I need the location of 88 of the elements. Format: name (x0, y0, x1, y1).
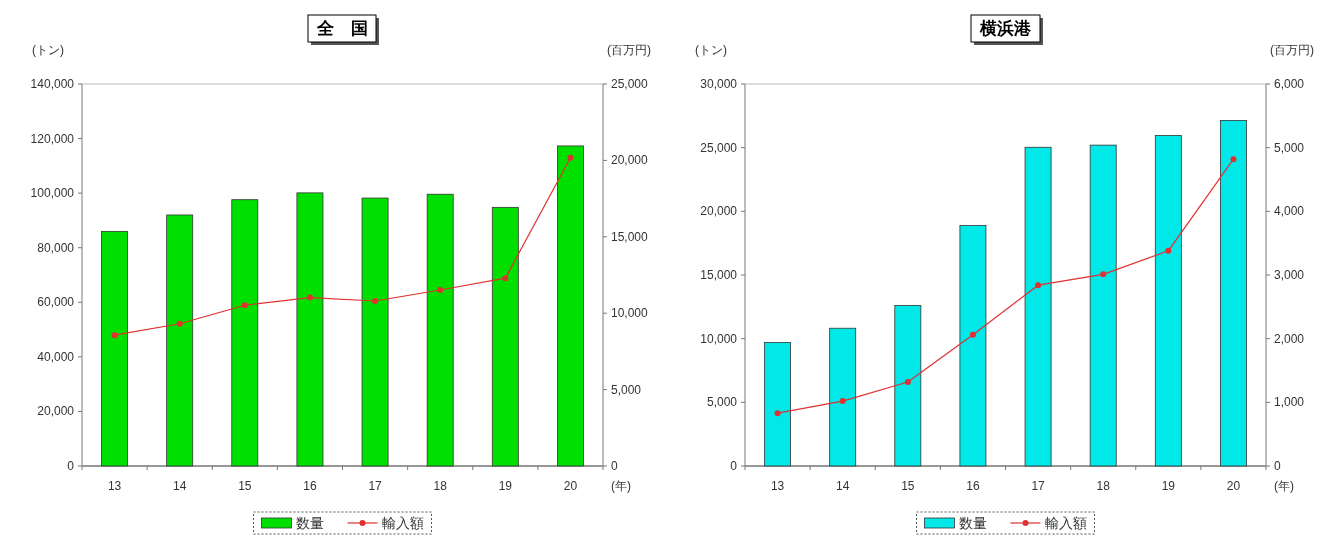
bar (361, 197, 389, 467)
legend-label: 数量 (295, 515, 324, 531)
chart-title: 横浜港 (979, 19, 1032, 38)
bar (1220, 120, 1247, 467)
y-tick-label: 60,000 (37, 295, 75, 310)
point (1230, 156, 1237, 163)
y-tick-label: 10,000 (700, 331, 738, 346)
x-tick-label: 14 (836, 479, 850, 493)
bar (491, 206, 519, 467)
x-tick-label: 13 (770, 479, 785, 493)
x-tick-label: 20 (1226, 479, 1241, 493)
y-tick-label: 140,000 (30, 77, 75, 91)
x-axis-title: (年) (1274, 479, 1294, 493)
y2-tick-label: 6,000 (1274, 77, 1305, 91)
y-tick-label: 30,000 (700, 77, 738, 91)
point (437, 286, 444, 293)
point (567, 154, 574, 161)
y-tick-label: 120,000 (30, 131, 75, 146)
bar (296, 192, 324, 467)
y2-tick-label: 5,000 (611, 382, 642, 397)
chart-title: 全 国 (316, 19, 368, 38)
point (904, 378, 911, 385)
point (111, 332, 118, 339)
legend-label: 輸入額 (381, 515, 424, 531)
legend-label: 輸入額 (1044, 515, 1087, 531)
point (176, 320, 183, 327)
x-tick-label: 14 (173, 479, 187, 493)
bar (426, 193, 454, 467)
y-tick-label: 80,000 (37, 240, 75, 255)
bar (231, 199, 259, 467)
y-axis-title: (トン) (695, 43, 727, 57)
y2-tick-label: 20,000 (611, 153, 649, 168)
y-tick-label: 20,000 (700, 204, 738, 219)
y-tick-label: 20,000 (37, 404, 75, 419)
y-tick-label: 40,000 (37, 349, 75, 364)
point (1100, 271, 1107, 278)
y2-tick-label: 10,000 (611, 306, 649, 321)
bar (829, 327, 857, 467)
x-tick-label: 16 (966, 479, 980, 493)
bar (959, 225, 987, 467)
bar (764, 342, 791, 467)
x-axis-title: (年) (611, 479, 631, 493)
x-tick-label: 15 (901, 479, 915, 493)
y2-tick-label: 0 (1274, 459, 1281, 473)
y-tick-label: 5,000 (706, 395, 738, 410)
y2-axis-title: (百万円) (1270, 43, 1314, 57)
x-tick-label: 18 (433, 479, 448, 493)
y2-tick-label: 0 (611, 459, 618, 473)
x-tick-label: 15 (238, 479, 252, 493)
x-tick-label: 16 (303, 479, 317, 493)
bar (166, 214, 194, 467)
y-tick-label: 0 (67, 459, 75, 473)
bar (101, 230, 128, 467)
y-tick-label: 15,000 (700, 268, 738, 282)
x-tick-label: 19 (498, 479, 513, 493)
point (969, 331, 976, 338)
x-tick-label: 17 (1031, 479, 1046, 493)
point (502, 275, 509, 282)
x-tick-label: 19 (1161, 479, 1176, 493)
x-tick-label: 18 (1096, 479, 1111, 493)
y2-tick-label: 25,000 (611, 77, 649, 91)
legend-label: 数量 (958, 515, 987, 531)
x-tick-label: 13 (107, 479, 122, 493)
point (839, 398, 846, 405)
y-tick-label: 100,000 (30, 186, 75, 201)
point (1035, 282, 1042, 289)
y2-tick-label: 3,000 (1274, 268, 1305, 282)
x-tick-label: 17 (368, 479, 383, 493)
y-axis-title: (トン) (32, 43, 64, 57)
y2-tick-label: 15,000 (611, 229, 649, 244)
y2-axis-title: (百万円) (607, 43, 651, 57)
point (241, 302, 248, 309)
y2-tick-label: 2,000 (1274, 331, 1305, 346)
y2-tick-label: 5,000 (1274, 140, 1305, 155)
x-tick-label: 20 (563, 479, 578, 493)
point (306, 294, 313, 301)
point (372, 297, 379, 304)
bar (1089, 144, 1117, 467)
bar (557, 145, 584, 467)
point (774, 410, 781, 417)
y2-tick-label: 4,000 (1274, 204, 1305, 219)
bar (1154, 135, 1182, 467)
y2-tick-label: 1,000 (1274, 395, 1305, 410)
y-tick-label: 0 (730, 459, 738, 473)
point (1165, 247, 1172, 254)
bar (1024, 146, 1052, 467)
y-tick-label: 25,000 (700, 140, 738, 155)
bar (894, 305, 922, 467)
